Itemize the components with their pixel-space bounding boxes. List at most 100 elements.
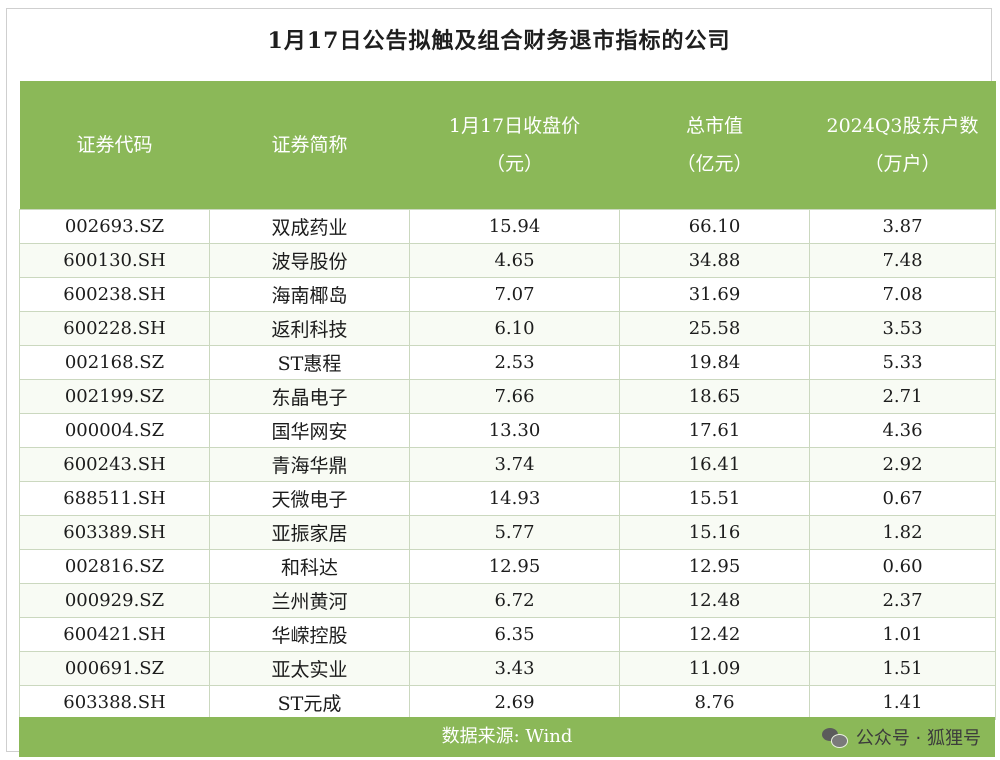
cell-code: 000004.SZ	[19, 412, 210, 448]
header-line: （万户）	[864, 152, 941, 175]
table-row: 603388.SH ST元成 2.69 8.76 1.41	[19, 684, 996, 720]
cell-name: 青海华鼎	[209, 446, 410, 482]
cell-shareholders: 1.82	[809, 514, 996, 550]
header-shareholders: 2024Q3股东户数 （万户）	[810, 81, 996, 209]
table-title: 1月17日公告拟触及组合财务退市指标的公司	[267, 28, 731, 54]
table-footer: 数据来源: Wind 公众号 · 狐狸号	[19, 717, 995, 757]
cell-name: 海南椰岛	[209, 276, 410, 312]
cell-market-cap: 31.69	[619, 276, 810, 312]
cell-name: 天微电子	[209, 480, 410, 516]
cell-name: ST惠程	[209, 344, 410, 380]
table-figure: 1月17日公告拟触及组合财务退市指标的公司 证券代码 证券简称 1月17日收盘价 （元…	[6, 8, 996, 757]
table-row: 688511.SH 天微电子 14.93 15.51 0.67	[19, 480, 996, 516]
table-row: 600243.SH 青海华鼎 3.74 16.41 2.92	[19, 446, 996, 482]
cell-name: 双成药业	[209, 208, 410, 244]
cell-market-cap: 34.88	[619, 242, 810, 278]
cell-market-cap: 16.41	[619, 446, 810, 482]
cell-code: 603388.SH	[19, 684, 210, 720]
data-table: 证券代码 证券简称 1月17日收盘价 （元） 总市值 （亿元） 2024Q3股东户数 （万户）…	[19, 81, 996, 720]
cell-market-cap: 8.76	[619, 684, 810, 720]
cell-shareholders: 5.33	[809, 344, 996, 380]
cell-name: 和科达	[209, 548, 410, 584]
wechat-icon	[821, 726, 848, 748]
cell-close-price: 4.65	[409, 242, 620, 278]
cell-close-price: 14.93	[409, 480, 620, 516]
cell-shareholders: 2.92	[809, 446, 996, 482]
cell-close-price: 6.35	[409, 616, 620, 652]
cell-close-price: 12.95	[409, 548, 620, 584]
cell-shareholders: 0.67	[809, 480, 996, 516]
cell-market-cap: 66.10	[619, 208, 810, 244]
cell-code: 600243.SH	[19, 446, 210, 482]
header-row: 证券代码 证券简称 1月17日收盘价 （元） 总市值 （亿元） 2024Q3股东户数 （万户）	[19, 81, 996, 209]
cell-code: 688511.SH	[19, 480, 210, 516]
cell-market-cap: 12.48	[619, 582, 810, 618]
table-row: 600421.SH 华嵘控股 6.35 12.42 1.01	[19, 616, 996, 652]
cell-name: 亚太实业	[209, 650, 410, 686]
cell-name: 国华网安	[209, 412, 410, 448]
table-row: 600228.SH 返利科技 6.10 25.58 3.53	[19, 310, 996, 346]
cell-name: 兰州黄河	[209, 582, 410, 618]
header-line: （元）	[485, 152, 543, 175]
cell-shareholders: 2.37	[809, 582, 996, 618]
table-row: 600130.SH 波导股份 4.65 34.88 7.48	[19, 242, 996, 278]
cell-shareholders: 0.60	[809, 548, 996, 584]
table-header: 证券代码 证券简称 1月17日收盘价 （元） 总市值 （亿元） 2024Q3股东户数 （万户）	[19, 81, 996, 209]
table-row: 002693.SZ 双成药业 15.94 66.10 3.87	[19, 208, 996, 244]
table-row: 000004.SZ 国华网安 13.30 17.61 4.36	[19, 412, 996, 448]
cell-shareholders: 7.08	[809, 276, 996, 312]
cell-name: 波导股份	[209, 242, 410, 278]
table-body: 002693.SZ 双成药业 15.94 66.10 3.87 600130.SH 波导股份…	[19, 208, 996, 720]
cell-close-price: 3.74	[409, 446, 620, 482]
cell-shareholders: 3.53	[809, 310, 996, 346]
cell-close-price: 2.53	[409, 344, 620, 380]
cell-market-cap: 12.42	[619, 616, 810, 652]
header-line: 总市值	[685, 114, 743, 137]
table-row: 002816.SZ 和科达 12.95 12.95 0.60	[19, 548, 996, 584]
cell-shareholders: 3.87	[809, 208, 996, 244]
cell-close-price: 7.66	[409, 378, 620, 414]
cell-market-cap: 25.58	[619, 310, 810, 346]
header-line: 1月17日收盘价	[448, 114, 581, 137]
cell-close-price: 7.07	[409, 276, 620, 312]
header-line: 证券简称	[271, 133, 348, 156]
cell-market-cap: 18.65	[619, 378, 810, 414]
cell-close-price: 3.43	[409, 650, 620, 686]
cell-code: 002816.SZ	[19, 548, 210, 584]
cell-close-price: 15.94	[409, 208, 620, 244]
cell-close-price: 6.10	[409, 310, 620, 346]
header-line: 2024Q3股东户数	[826, 114, 979, 137]
cell-code: 002693.SZ	[19, 208, 210, 244]
cell-close-price: 2.69	[409, 684, 620, 720]
cell-market-cap: 11.09	[619, 650, 810, 686]
cell-code: 603389.SH	[19, 514, 210, 550]
cell-code: 600228.SH	[19, 310, 210, 346]
header-code: 证券代码	[20, 81, 210, 209]
cell-market-cap: 15.51	[619, 480, 810, 516]
cell-code: 600238.SH	[19, 276, 210, 312]
cell-name: ST元成	[209, 684, 410, 720]
cell-market-cap: 12.95	[619, 548, 810, 584]
table-row: 002168.SZ ST惠程 2.53 19.84 5.33	[19, 344, 996, 380]
watermark-text: 公众号 · 狐狸号	[855, 728, 981, 749]
cell-market-cap: 19.84	[619, 344, 810, 380]
cell-code: 000929.SZ	[19, 582, 210, 618]
table-row: 000929.SZ 兰州黄河 6.72 12.48 2.37	[19, 582, 996, 618]
cell-shareholders: 1.51	[809, 650, 996, 686]
cell-code: 002168.SZ	[19, 344, 210, 380]
cell-market-cap: 17.61	[619, 412, 810, 448]
cell-name: 华嵘控股	[209, 616, 410, 652]
cell-name: 返利科技	[209, 310, 410, 346]
table-row: 600238.SH 海南椰岛 7.07 31.69 7.08	[19, 276, 996, 312]
cell-close-price: 5.77	[409, 514, 620, 550]
cell-market-cap: 15.16	[619, 514, 810, 550]
source-note: 数据来源: Wind	[441, 726, 573, 747]
cell-code: 002199.SZ	[19, 378, 210, 414]
header-market-cap: 总市值 （亿元）	[620, 81, 810, 209]
cell-shareholders: 1.01	[809, 616, 996, 652]
table-row: 002199.SZ 东晶电子 7.66 18.65 2.71	[19, 378, 996, 414]
cell-code: 000691.SZ	[19, 650, 210, 686]
cell-name: 亚振家居	[209, 514, 410, 550]
header-line: （亿元）	[676, 152, 753, 175]
watermark: 公众号 · 狐狸号	[821, 717, 981, 757]
